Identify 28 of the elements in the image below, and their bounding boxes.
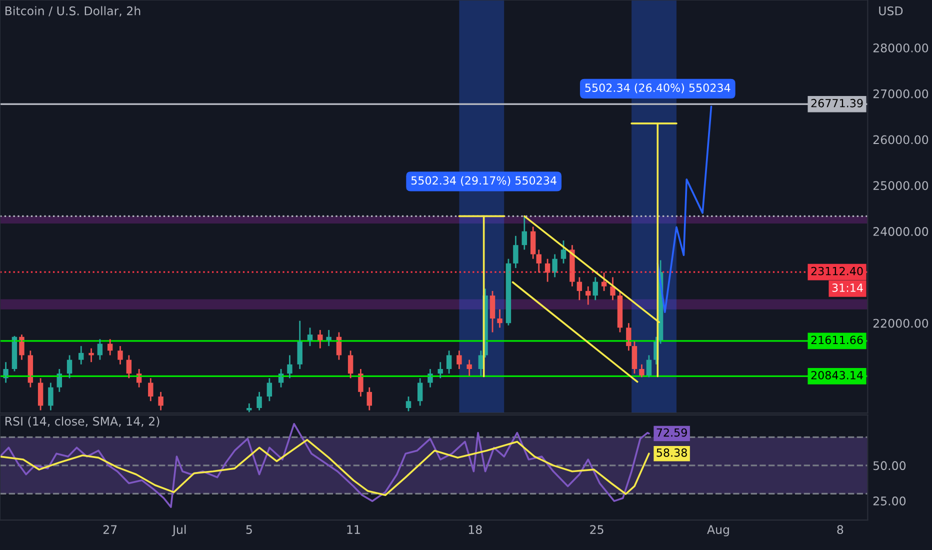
ref-line-label: 20843.14 xyxy=(811,371,863,380)
annotation: 31:14 xyxy=(832,284,863,292)
y-tick-label: 25000.00 xyxy=(873,181,928,190)
x-tick-label: 27 xyxy=(103,525,117,534)
x-tick-label: 8 xyxy=(837,525,844,534)
chart-title: RSI (14, close, SMA, 14, 2) xyxy=(5,416,160,428)
y-tick-label: 22000.00 xyxy=(873,318,928,328)
y-tick-label: 28000.00 xyxy=(873,43,928,52)
y-tick-label: 25.00 xyxy=(873,496,906,506)
x-tick-label: 11 xyxy=(347,525,360,534)
y-tick-label: 26000.00 xyxy=(873,135,928,144)
y-tick-label: 24000.00 xyxy=(873,227,928,236)
ref-line-label: 23112.40 xyxy=(811,266,863,276)
ref-line-label: 26771.39 xyxy=(811,98,863,108)
x-tick-label: 5 xyxy=(246,525,252,534)
y-axis-title: USD xyxy=(879,6,903,16)
x-tick-label: 25 xyxy=(590,525,604,534)
annotation: 5502.34 (29.17%) 550234 xyxy=(411,176,556,186)
ref-line-label: 21611.66 xyxy=(811,336,863,344)
data-label: 58.38 xyxy=(656,448,687,457)
y-tick-label: 50.00 xyxy=(873,461,906,470)
y-tick-label: 27000.00 xyxy=(873,89,928,98)
annotation: 5502.34 (26.40%) 550234 xyxy=(585,83,730,94)
x-tick-label: Jul xyxy=(172,524,186,536)
x-tick-label: 18 xyxy=(468,525,482,534)
chart-title: Bitcoin / U.S. Dollar, 2h xyxy=(5,6,140,17)
x-tick-label: Aug xyxy=(707,525,729,536)
data-label: 72.59 xyxy=(656,428,687,437)
